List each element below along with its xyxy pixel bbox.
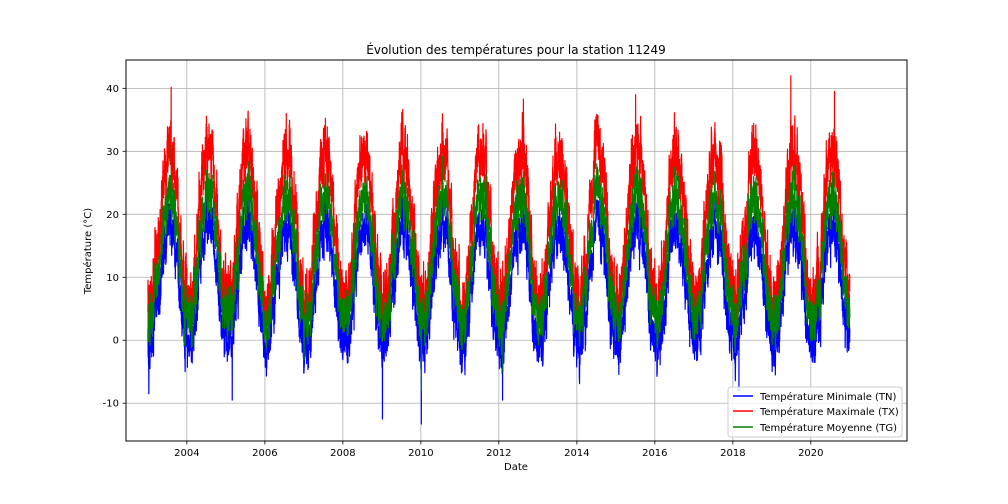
series-line-tx — [147, 75, 851, 351]
legend-label-tx: Température Maximale (TX) — [759, 406, 899, 418]
y-tick-label: 0 — [113, 336, 119, 347]
y-tick-label: -10 — [103, 399, 119, 410]
chart-title: Évolution des températures pour la stati… — [366, 42, 665, 57]
x-tick-label: 2014 — [564, 448, 589, 459]
y-tick-label: 40 — [106, 84, 119, 95]
y-tick-label: 10 — [106, 273, 119, 284]
plot-frame — [125, 59, 908, 442]
x-tick-label: 2010 — [408, 448, 433, 459]
legend: Température Minimale (TN) Température Ma… — [727, 386, 903, 438]
series-layer — [147, 75, 851, 425]
legend-box — [727, 386, 903, 438]
y-axis-label: Température (°C) — [82, 208, 94, 295]
x-tick-label: 2004 — [174, 448, 199, 459]
x-tick-label: 2018 — [720, 448, 745, 459]
legend-label-tg: Température Moyenne (TG) — [759, 422, 897, 434]
axis-ticks: 2004 2006 2008 2010 2012 2014 2016 2018 2020-100… — [103, 84, 824, 459]
x-tick-label: 2008 — [330, 448, 355, 459]
legend-label-tn: Température Minimale (TN) — [759, 391, 897, 403]
series-line-tg — [147, 144, 851, 392]
x-axis-label: Date — [504, 462, 528, 473]
y-tick-label: 30 — [106, 147, 119, 158]
x-tick-label: 2012 — [486, 448, 511, 459]
x-tick-label: 2016 — [642, 448, 667, 459]
x-tick-label: 2006 — [252, 448, 277, 459]
y-tick-label: 20 — [106, 210, 119, 221]
x-tick-label: 2020 — [798, 448, 823, 459]
